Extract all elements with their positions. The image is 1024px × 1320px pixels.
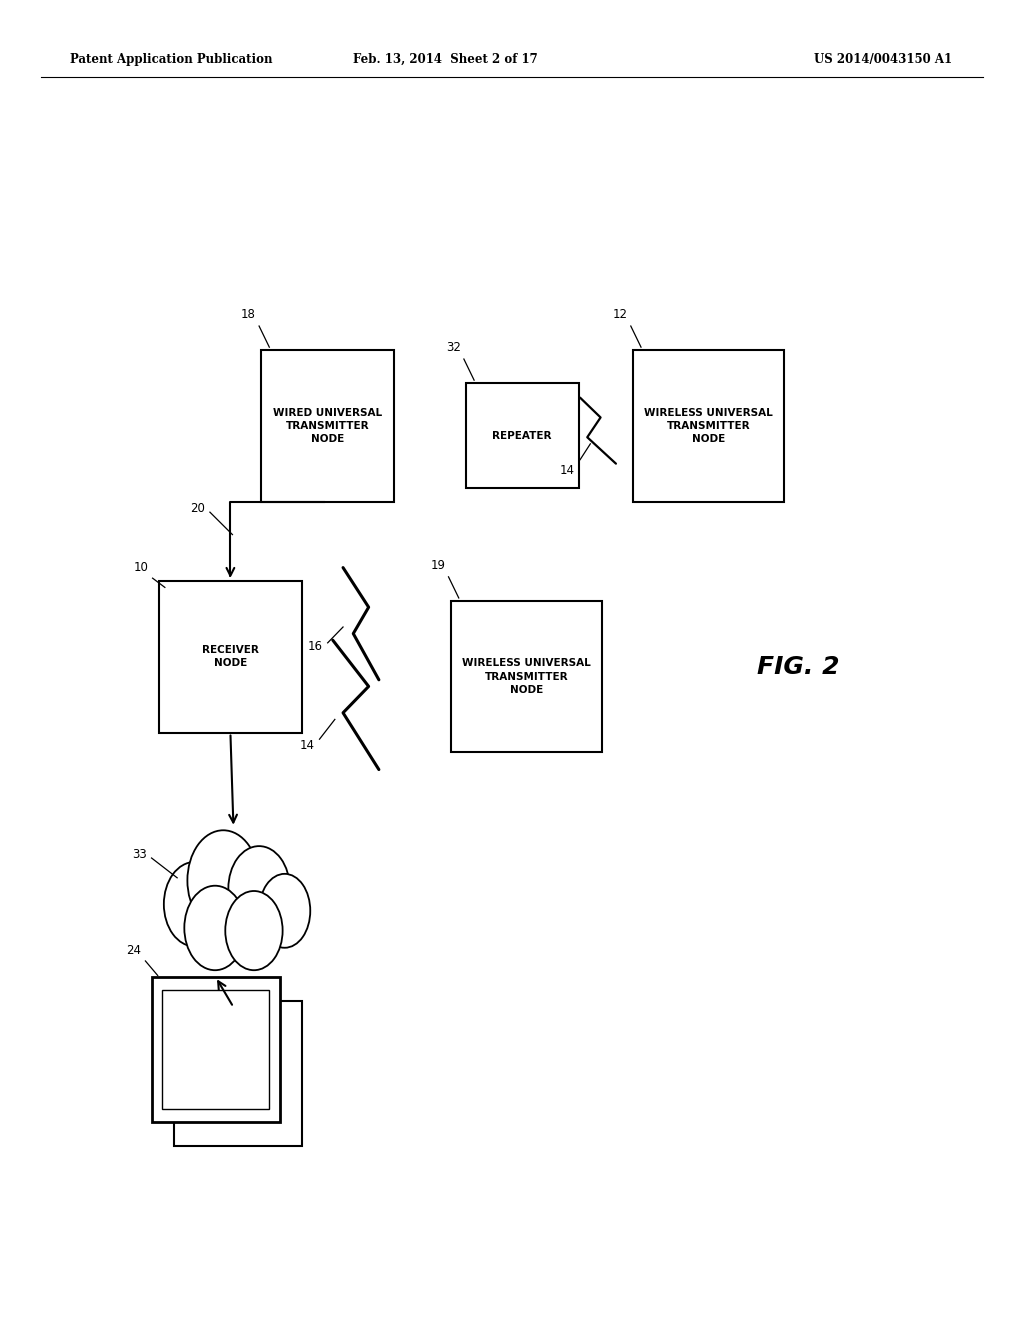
Text: US 2014/0043150 A1: US 2014/0043150 A1 xyxy=(814,53,952,66)
Text: 16: 16 xyxy=(307,640,323,653)
Text: 24: 24 xyxy=(126,944,141,957)
Bar xyxy=(152,977,280,1122)
Text: 32: 32 xyxy=(445,341,461,354)
Bar xyxy=(261,350,394,502)
Text: WIRED UNIVERSAL
TRANSMITTER
NODE: WIRED UNIVERSAL TRANSMITTER NODE xyxy=(273,408,382,444)
Text: REPEATER: REPEATER xyxy=(493,430,552,441)
Text: Patent Application Publication: Patent Application Publication xyxy=(70,53,272,66)
Ellipse shape xyxy=(164,862,225,946)
Text: 19: 19 xyxy=(430,558,445,572)
Text: 20: 20 xyxy=(189,502,205,515)
Bar xyxy=(466,383,579,488)
Bar xyxy=(451,601,602,752)
Bar xyxy=(162,990,269,1109)
Text: FIG. 2: FIG. 2 xyxy=(758,655,840,678)
Text: 12: 12 xyxy=(612,308,628,321)
Text: 14: 14 xyxy=(560,463,575,477)
Ellipse shape xyxy=(228,846,290,931)
Ellipse shape xyxy=(187,830,259,931)
Bar xyxy=(633,350,784,502)
Text: WIRELESS UNIVERSAL
TRANSMITTER
NODE: WIRELESS UNIVERSAL TRANSMITTER NODE xyxy=(462,659,591,694)
Ellipse shape xyxy=(184,886,246,970)
Text: RECEIVER
NODE: RECEIVER NODE xyxy=(202,645,259,668)
Ellipse shape xyxy=(225,891,283,970)
Text: Feb. 13, 2014  Sheet 2 of 17: Feb. 13, 2014 Sheet 2 of 17 xyxy=(353,53,538,66)
Text: 10: 10 xyxy=(133,561,148,574)
Text: WIRELESS UNIVERSAL
TRANSMITTER
NODE: WIRELESS UNIVERSAL TRANSMITTER NODE xyxy=(644,408,773,444)
Bar xyxy=(159,581,302,733)
Text: 14: 14 xyxy=(299,739,314,752)
Bar xyxy=(174,1001,302,1146)
Ellipse shape xyxy=(259,874,310,948)
Text: 18: 18 xyxy=(241,308,256,321)
Text: 33: 33 xyxy=(132,847,146,861)
